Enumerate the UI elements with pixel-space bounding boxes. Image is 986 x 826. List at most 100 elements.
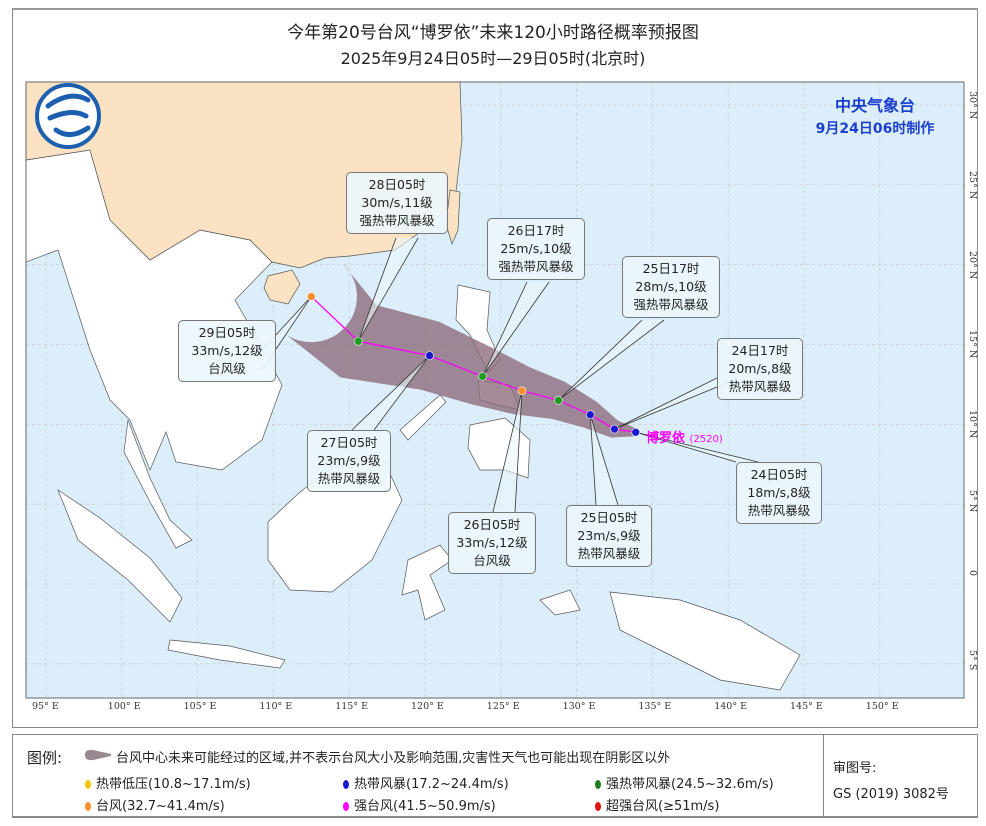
forecast-time: 26日05时 [463,517,521,532]
lon-label: 100° E [107,701,141,712]
track-point[interactable] [610,424,619,434]
lat-label: 5° S [967,649,978,671]
cone-swatch-icon [85,749,111,761]
forecast-wind: 23m/s,9级 [317,453,381,468]
storm-code: (2520) [689,434,723,445]
intensity-dot-icon [85,780,91,789]
legend-item: 强台风(41.5~50.9m/s) [343,795,496,814]
forecast-label: 28日05时 30m/s,11级 强热带风暴级 [346,172,448,234]
lat-label: 5° N [967,490,978,513]
forecast-grade: 强热带风暴级 [633,297,709,312]
forecast-wind: 25m/s,10级 [500,241,572,256]
forecast-label: 25日05时 23m/s,9级 热带风暴级 [566,505,652,567]
forecast-time: 26日17时 [507,223,565,238]
intensity-dot-icon [595,780,601,789]
lon-label: 140° E [714,701,748,712]
forecast-wind: 20m/s,8级 [728,361,792,376]
forecast-grade: 台风级 [473,553,511,568]
figure-frame [12,8,978,728]
forecast-wind: 28m/s,10级 [635,279,707,294]
lon-label: 110° E [259,701,293,712]
legend-item-label: 台风(32.7~41.4m/s) [96,799,225,814]
forecast-label: 24日05时 18m/s,8级 热带风暴级 [736,462,822,524]
forecast-time: 29日05时 [198,325,256,340]
legend-divider [823,735,824,817]
forecast-label: 26日05时 33m/s,12级 台风级 [448,512,536,574]
intensity-dot-icon [595,802,601,811]
lat-label: 20° N [967,250,978,279]
track-point[interactable] [353,336,363,346]
lat-label: 30° N [967,90,978,120]
track-point[interactable] [478,372,487,381]
track-point[interactable] [631,427,641,437]
map-border [25,81,965,699]
lat-label: 25° N [967,170,978,199]
lat-label: 15° N [967,330,978,359]
forecast-label: 26日17时 25m/s,10级 强热带风暴级 [487,218,585,280]
track-point[interactable] [306,292,316,301]
forecast-label: 29日05时 33m/s,12级 台风级 [178,320,276,382]
lon-label: 120° E [411,701,444,712]
forecast-wind: 30m/s,11级 [361,195,433,210]
forecast-wind: 23m/s,9级 [577,528,641,543]
forecast-label: 24日17时 20m/s,8级 热带风暴级 [717,338,803,400]
lat-label: 10° N [967,410,978,439]
forecast-wind: 18m/s,8级 [747,485,811,500]
legend-title: 图例: [27,749,63,767]
lon-label: 95° E [32,701,59,712]
legend-item-label: 超强台风(≥51m/s) [606,799,720,814]
track-point[interactable] [554,396,563,405]
forecast-grade: 热带风暴级 [728,379,792,394]
legend-item: 台风(32.7~41.4m/s) [85,795,225,814]
forecast-grade: 热带风暴级 [747,503,811,518]
legend-item: 热带低压(10.8~17.1m/s) [85,773,251,792]
forecast-time: 24日05时 [750,467,808,482]
probability-cone [279,263,637,438]
approval-number: GS (2019) 3082号 [833,787,949,802]
legend-item-label: 热带低压(10.8~17.1m/s) [96,777,251,792]
intensity-dot-icon [343,780,349,789]
legend-item-label: 强热带风暴(24.5~32.6m/s) [606,777,774,792]
track-point[interactable] [517,386,527,396]
forecast-grade: 热带风暴级 [577,546,641,561]
forecast-grade: 强热带风暴级 [498,259,574,274]
lon-label: 105° E [183,701,217,712]
page-subtitle: 2025年9月24日05时—29日05时(北京时) [340,49,646,68]
lon-label: 125° E [486,701,520,712]
lon-label: 115° E [335,701,369,712]
legend-item: 强热带风暴(24.5~32.6m/s) [595,773,774,792]
legend-cone-text: 台风中心未来可能经过的区域,并不表示台风大小及影响范围,灾害性天气也可能出现在阴… [116,751,671,766]
storm-label: 博罗依 (2520) [646,427,723,446]
issuer-name: 中央气象台 [834,96,915,115]
legend-item: 热带风暴(17.2~24.4m/s) [343,773,509,792]
forecast-grade: 热带风暴级 [317,471,381,486]
issuer-made-time: 9月24日06时制作 [815,121,935,137]
forecast-time: 24日17时 [731,343,789,358]
forecast-label: 25日17时 28m/s,10级 强热带风暴级 [622,256,720,318]
forecast-grade: 台风级 [208,361,246,376]
track-points [306,292,641,437]
legend-item: 超强台风(≥51m/s) [595,795,719,814]
lon-label: 135° E [638,701,672,712]
lon-label: 145° E [790,701,823,712]
track-point[interactable] [425,351,434,360]
legend: 图例: 台风中心未来可能经过的区域,并不表示台风大小及影响范围,灾害性天气也可能… [12,734,978,818]
forecast-wind: 33m/s,12级 [191,343,263,358]
legend-item-label: 热带风暴(17.2~24.4m/s) [354,777,509,792]
forecast-time: 27日05时 [320,435,378,450]
lon-label: 130° E [562,701,596,712]
intensity-dot-icon [85,802,91,811]
lon-label: 150° E [865,701,899,712]
forecast-time: 25日17时 [642,261,700,276]
lat-label: 0 [967,570,978,577]
forecast-wind: 33m/s,12级 [456,535,528,550]
forecast-grade: 强热带风暴级 [359,213,435,228]
forecast-time: 28日05时 [368,177,426,192]
track-point[interactable] [585,410,595,420]
intensity-dot-icon [343,802,349,811]
legend-item-label: 强台风(41.5~50.9m/s) [354,799,496,814]
approval-label: 审图号: [833,761,877,776]
forecast-label: 27日05时 23m/s,9级 热带风暴级 [307,430,391,492]
page-title: 今年第20号台风“博罗依”未来120小时路径概率预报图 [287,23,699,43]
